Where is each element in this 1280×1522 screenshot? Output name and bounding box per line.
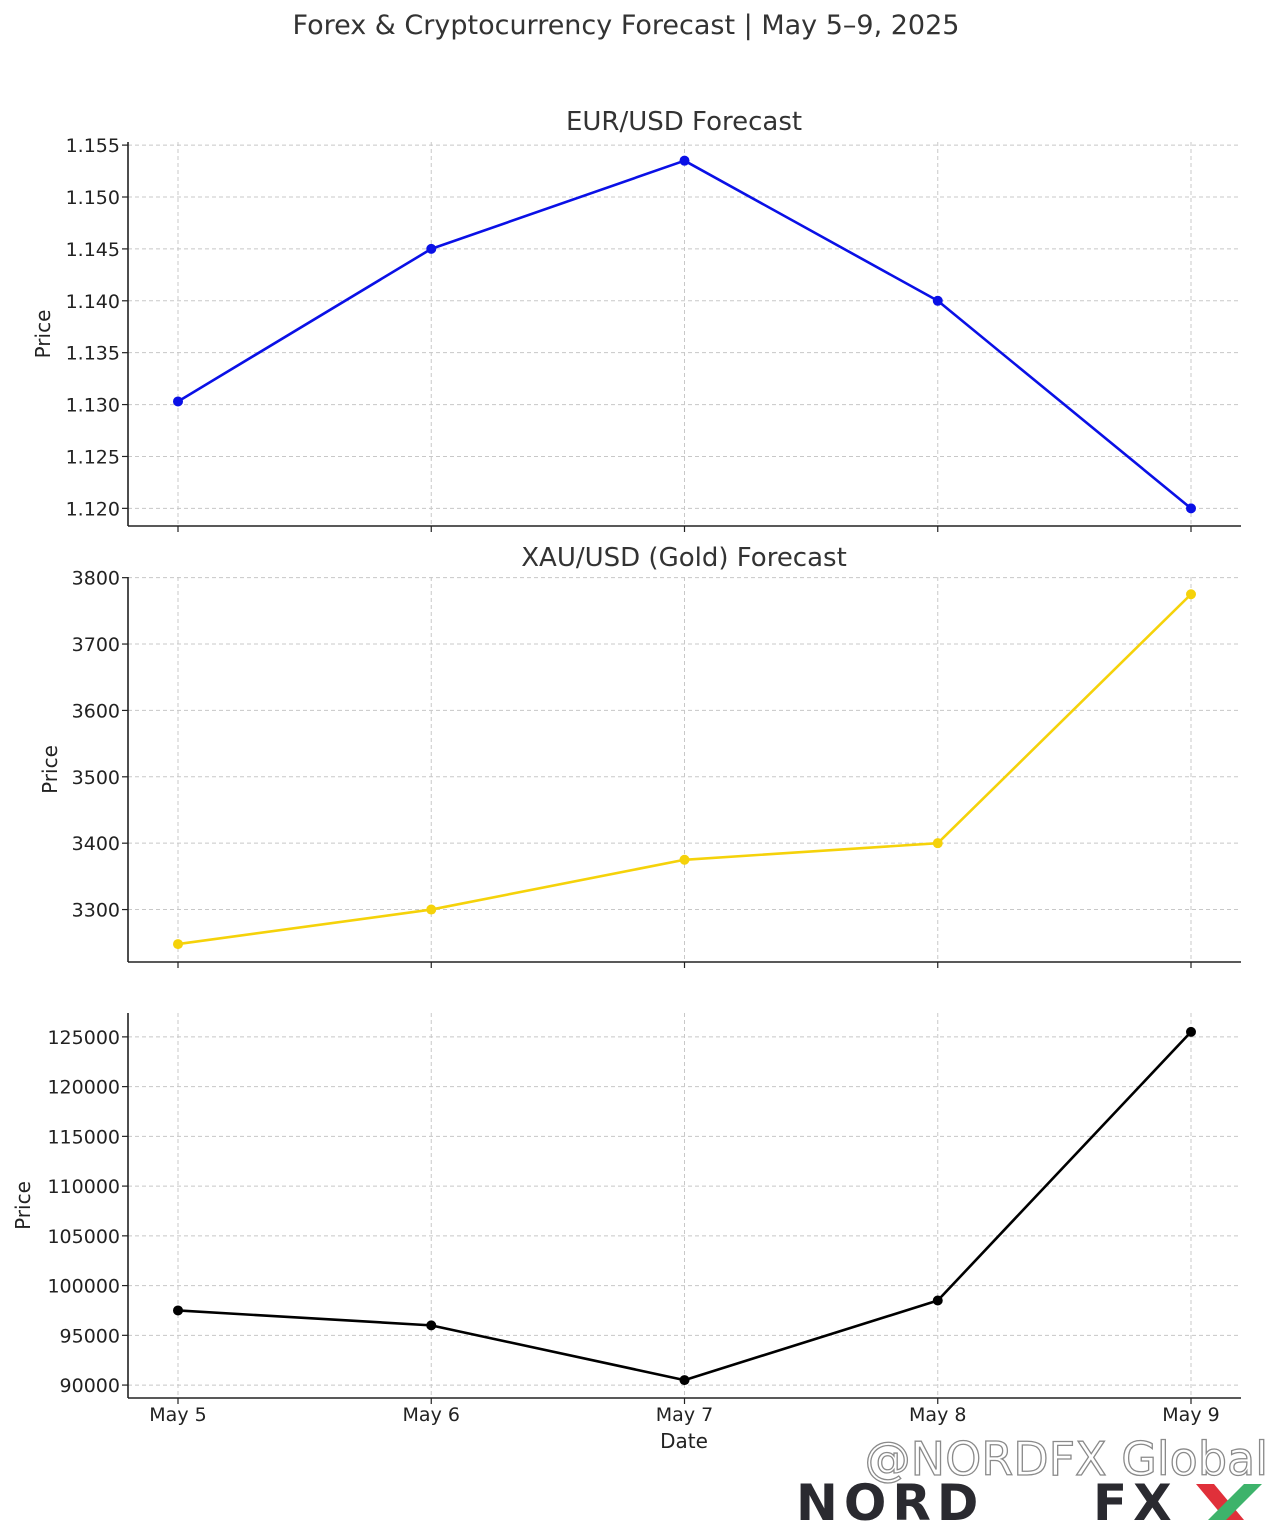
chart-panel-3: 90000 95000 100000 105000 110000 115000 120000… <box>11 1013 1241 1453</box>
logo-word-fx: FX <box>1093 1474 1178 1522</box>
data-point <box>679 155 690 166</box>
y-axis-label: Price <box>31 310 55 359</box>
data-point <box>932 295 943 306</box>
data-point <box>173 939 183 950</box>
y-axis-label: Price <box>38 745 62 794</box>
panel-title: EUR/USD Forecast <box>566 107 802 137</box>
y-tick-label: 3300 <box>72 900 120 922</box>
data-point <box>1186 1026 1196 1037</box>
y-tick-label: 1.135 <box>66 343 120 365</box>
y-tick-label: 1.130 <box>66 395 120 417</box>
y-tick-label: 105000 <box>47 1226 120 1248</box>
logo-word-nord: NORD <box>796 1474 984 1522</box>
x-axis-label: Date <box>660 1429 708 1453</box>
y-tick-label: 1.155 <box>66 135 120 157</box>
y-tick-label: 1.140 <box>66 291 120 313</box>
y-tick-label: 3400 <box>72 833 120 855</box>
y-tick-label: 3700 <box>72 634 120 656</box>
data-point <box>932 1295 943 1306</box>
x-tick-label: May 9 <box>1162 1404 1219 1426</box>
y-axis-label: Price <box>11 1181 35 1230</box>
chart-panel-1: 1.120 1.125 1.130 1.135 1.140 1.145 1.150 1.155… <box>31 107 1241 532</box>
x-tick-label: May 5 <box>149 1404 206 1426</box>
y-tick-label: 125000 <box>47 1027 120 1049</box>
chart-panels: 1.120 1.125 1.130 1.135 1.140 1.145 1.150 1.155… <box>11 107 1241 1453</box>
data-point <box>426 243 437 254</box>
y-tick-label: 1.125 <box>66 446 120 468</box>
data-point <box>679 854 690 865</box>
nordfx-logo: NORD FX <box>796 1474 1262 1522</box>
panel-title: XAU/USD (Gold) Forecast <box>521 543 847 573</box>
y-tick-label: 95000 <box>60 1325 120 1347</box>
data-point <box>173 1305 183 1316</box>
y-tick-label: 120000 <box>47 1077 120 1099</box>
data-point <box>173 396 183 407</box>
data-point <box>932 838 943 849</box>
logo-x-green-stroke <box>1208 1484 1262 1520</box>
y-tick-label: 115000 <box>47 1126 120 1148</box>
chart-panel-2: 3300 3400 3500 3600 3700 3800 XAU/USD (Gold) F… <box>38 543 1241 968</box>
data-point <box>426 1320 437 1331</box>
y-tick-label: 3600 <box>72 700 120 722</box>
figure-title: Forex & Cryptocurrency Forecast | May 5–… <box>293 10 960 41</box>
nordfx-watermark: @NORDFX Global NORD FX <box>796 1431 1269 1522</box>
x-tick-label: May 7 <box>656 1404 713 1426</box>
y-tick-label: 1.120 <box>66 498 120 520</box>
y-tick-label: 90000 <box>60 1375 120 1397</box>
x-tick-label: May 6 <box>403 1404 460 1426</box>
watermark-handle: @NORDFX Global <box>865 1432 1268 1486</box>
data-point <box>1186 589 1196 600</box>
x-tick-label: May 8 <box>909 1404 966 1426</box>
y-tick-label: 110000 <box>47 1176 120 1198</box>
data-point <box>679 1375 690 1386</box>
y-tick-label: 100000 <box>47 1276 120 1298</box>
data-point <box>1186 503 1196 514</box>
y-tick-label: 3800 <box>72 568 120 590</box>
y-tick-label: 3500 <box>72 767 120 789</box>
y-tick-label: 1.150 <box>66 187 120 209</box>
data-point <box>426 904 437 915</box>
y-tick-label: 1.145 <box>66 239 120 261</box>
